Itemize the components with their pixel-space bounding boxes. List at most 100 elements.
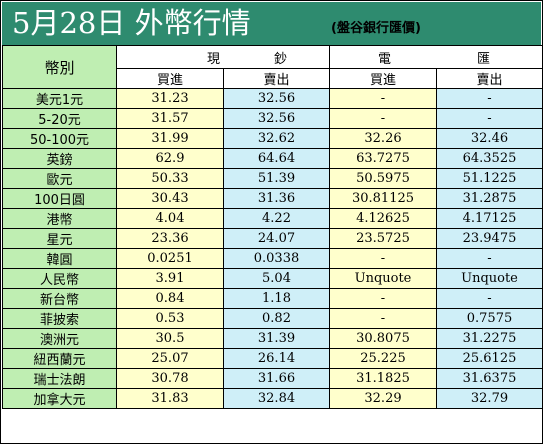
table-row: 美元1元 31.23 32.56 - - bbox=[2, 88, 543, 109]
wire-buy-cell: 32.29 bbox=[329, 388, 437, 409]
table-row: 50-100元 31.99 32.62 32.26 32.46 bbox=[2, 128, 543, 149]
cash-sell-header: 賣出 bbox=[223, 68, 330, 89]
currency-name-cell: 5-20元 bbox=[2, 108, 117, 129]
wire-sell-cell: 23.9475 bbox=[436, 228, 543, 249]
cash-sell-cell: 26.14 bbox=[223, 348, 330, 369]
cash-buy-cell: 50.33 bbox=[116, 168, 224, 189]
table-row: 紐西蘭元 25.07 26.14 25.225 25.6125 bbox=[2, 348, 543, 369]
table-row: 菲披索 0.53 0.82 - 0.7575 bbox=[2, 308, 543, 329]
cash-sell-cell: 31.39 bbox=[223, 328, 330, 349]
cash-buy-cell: 31.57 bbox=[116, 108, 224, 129]
exchange-rate-table: 幣別 現 鈔 電 匯 買進 賣出 買進 賣出 bbox=[2, 45, 543, 409]
wire-buy-cell: 25.225 bbox=[329, 348, 437, 369]
wire-buy-cell: - bbox=[329, 288, 437, 309]
table-row: 新台幣 0.84 1.18 - - bbox=[2, 288, 543, 309]
table-row: 英鎊 62.9 64.64 63.7275 64.3525 bbox=[2, 148, 543, 169]
cash-sell-cell: 32.62 bbox=[223, 128, 330, 149]
table-row: 5-20元 31.57 32.56 - - bbox=[2, 108, 543, 129]
wire-group-char-1: 電 bbox=[378, 51, 394, 67]
currency-name-cell: 100日圓 bbox=[2, 188, 117, 209]
table-row: 港幣 4.04 4.22 4.12625 4.17125 bbox=[2, 208, 543, 229]
cash-sell-cell: 32.56 bbox=[223, 88, 330, 109]
wire-buy-cell: 30.81125 bbox=[329, 188, 437, 209]
cash-sell-cell: 1.18 bbox=[223, 288, 330, 309]
table-row: 澳洲元 30.5 31.39 30.8075 31.2275 bbox=[2, 328, 543, 349]
wire-buy-cell: 31.1825 bbox=[329, 368, 437, 389]
cash-buy-cell: 0.0251 bbox=[116, 248, 224, 269]
cash-buy-cell: 3.91 bbox=[116, 268, 224, 289]
wire-sell-cell: - bbox=[436, 288, 543, 309]
wire-sell-cell: 64.3525 bbox=[436, 148, 543, 169]
cash-group-header: 現 鈔 bbox=[116, 45, 330, 69]
header-row-sub: 買進 賣出 買進 賣出 bbox=[3, 68, 543, 89]
wire-buy-cell: 32.26 bbox=[329, 128, 437, 149]
cash-buy-cell: 30.78 bbox=[116, 368, 224, 389]
page-title: 5月28日 外幣行情 bbox=[12, 6, 251, 40]
wire-sell-cell: 31.2875 bbox=[436, 188, 543, 209]
cash-buy-cell: 25.07 bbox=[116, 348, 224, 369]
wire-buy-cell: 30.8075 bbox=[329, 328, 437, 349]
wire-sell-header: 賣出 bbox=[436, 68, 543, 89]
cash-sell-cell: 64.64 bbox=[223, 148, 330, 169]
cash-sell-cell: 0.0338 bbox=[223, 248, 330, 269]
wire-buy-cell: 50.5975 bbox=[329, 168, 437, 189]
currency-column-header: 幣別 bbox=[2, 45, 117, 89]
currency-name-cell: 澳洲元 bbox=[2, 328, 117, 349]
cash-buy-cell: 62.9 bbox=[116, 148, 224, 169]
currency-name-cell: 歐元 bbox=[2, 168, 117, 189]
wire-buy-cell: - bbox=[329, 248, 437, 269]
wire-buy-cell: Unquote bbox=[329, 268, 437, 289]
cash-group-char-2: 鈔 bbox=[273, 51, 289, 67]
table-row: 韓圓 0.0251 0.0338 - - bbox=[2, 248, 543, 269]
cash-sell-cell: 32.56 bbox=[223, 108, 330, 129]
wire-sell-cell: - bbox=[436, 88, 543, 109]
wire-buy-cell: 4.12625 bbox=[329, 208, 437, 229]
wire-sell-cell: - bbox=[436, 248, 543, 269]
wire-buy-cell: - bbox=[329, 108, 437, 129]
source-label: (盤谷銀行匯價) bbox=[331, 21, 421, 36]
cash-sell-cell: 0.82 bbox=[223, 308, 330, 329]
wire-buy-cell: - bbox=[329, 308, 437, 329]
wire-buy-cell: 63.7275 bbox=[329, 148, 437, 169]
wire-sell-cell: 51.1225 bbox=[436, 168, 543, 189]
cash-sell-cell: 5.04 bbox=[223, 268, 330, 289]
cash-buy-cell: 0.84 bbox=[116, 288, 224, 309]
table-row: 星元 23.36 24.07 23.5725 23.9475 bbox=[2, 228, 543, 249]
currency-name-cell: 英鎊 bbox=[2, 148, 117, 169]
cash-buy-cell: 30.43 bbox=[116, 188, 224, 209]
cash-buy-header: 買進 bbox=[116, 68, 224, 89]
wire-sell-cell: 0.7575 bbox=[436, 308, 543, 329]
cash-sell-cell: 24.07 bbox=[223, 228, 330, 249]
header-row-groups: 幣別 現 鈔 電 匯 bbox=[2, 45, 543, 89]
currency-name-cell: 新台幣 bbox=[2, 288, 117, 309]
cash-sell-cell: 31.36 bbox=[223, 188, 330, 209]
wire-sell-cell: 31.2275 bbox=[436, 328, 543, 349]
cash-sell-cell: 51.39 bbox=[223, 168, 330, 189]
wire-group-header: 電 匯 bbox=[329, 45, 543, 69]
wire-buy-header: 買進 bbox=[329, 68, 437, 89]
wire-buy-cell: 23.5725 bbox=[329, 228, 437, 249]
cash-buy-cell: 30.5 bbox=[116, 328, 224, 349]
cash-sell-cell: 31.66 bbox=[223, 368, 330, 389]
cash-group-char-1: 現 bbox=[207, 51, 223, 67]
currency-name-cell: 紐西蘭元 bbox=[2, 348, 117, 369]
table-row: 瑞士法朗 30.78 31.66 31.1825 31.6375 bbox=[2, 368, 543, 389]
currency-name-cell: 韓圓 bbox=[2, 248, 117, 269]
wire-sell-cell: 4.17125 bbox=[436, 208, 543, 229]
wire-sell-cell: 25.6125 bbox=[436, 348, 543, 369]
currency-name-cell: 50-100元 bbox=[2, 128, 117, 149]
table-row: 歐元 50.33 51.39 50.5975 51.1225 bbox=[2, 168, 543, 189]
table-row: 人民幣 3.91 5.04 Unquote Unquote bbox=[2, 268, 543, 289]
wire-group-char-2: 匯 bbox=[476, 51, 492, 67]
currency-name-cell: 星元 bbox=[2, 228, 117, 249]
wire-sell-cell: 32.46 bbox=[436, 128, 543, 149]
cash-buy-cell: 31.99 bbox=[116, 128, 224, 149]
table-row: 加拿大元 31.83 32.84 32.29 32.79 bbox=[2, 388, 543, 409]
currency-name-cell: 人民幣 bbox=[2, 268, 117, 289]
cash-buy-cell: 0.53 bbox=[116, 308, 224, 329]
currency-name-cell: 美元1元 bbox=[2, 88, 117, 109]
table-row: 100日圓 30.43 31.36 30.81125 31.2875 bbox=[2, 188, 543, 209]
wire-sell-cell: - bbox=[436, 108, 543, 129]
cash-buy-cell: 31.83 bbox=[116, 388, 224, 409]
